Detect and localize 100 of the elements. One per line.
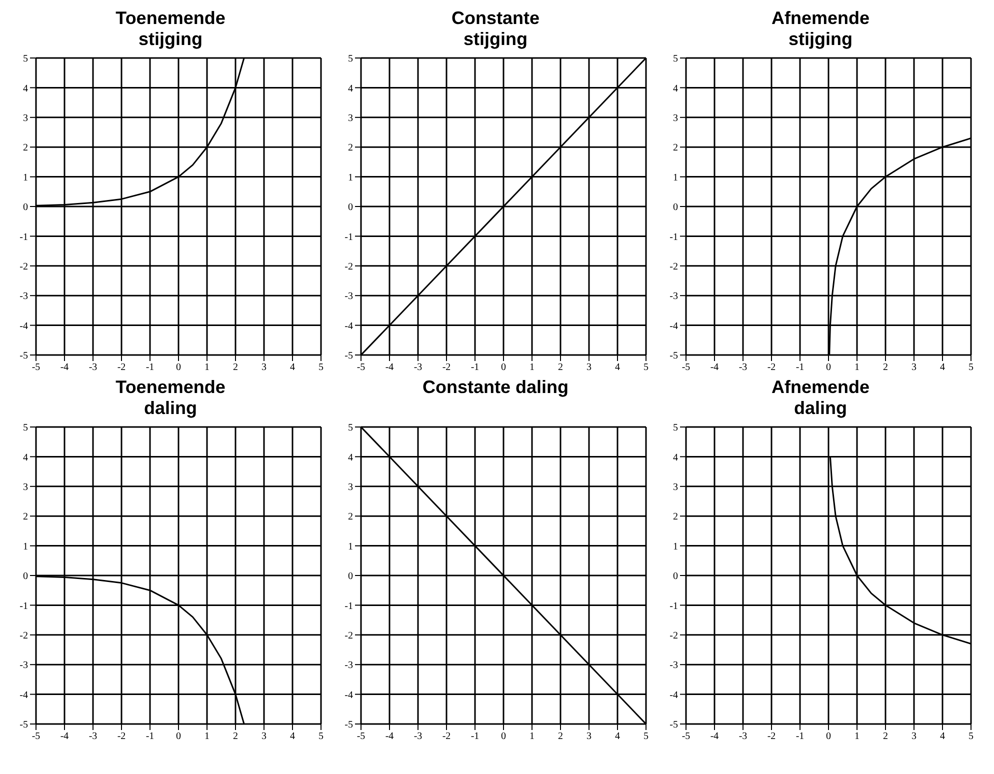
chart-title: Toenemende stijging	[114, 8, 226, 51]
y-tick-label: -5	[20, 350, 28, 362]
x-tick-label: 1	[530, 731, 534, 742]
y-tick-label: 3	[23, 482, 28, 493]
x-tick-label: 2	[558, 362, 563, 374]
x-tick-label: -5	[32, 731, 40, 742]
y-tick-label: -5	[344, 720, 353, 731]
x-tick-label: -2	[767, 731, 776, 742]
x-tick-label: -2	[117, 731, 126, 742]
x-tick-label: 0	[826, 362, 831, 374]
chart-title: Afnemende stijging	[770, 8, 870, 51]
y-tick-label: 0	[673, 202, 678, 214]
y-tick-label: 2	[348, 142, 353, 154]
x-tick-label: -5	[682, 731, 690, 742]
y-tick-label: -2	[670, 261, 678, 272]
y-tick-label: -1	[344, 232, 353, 243]
y-tick-label: 4	[673, 83, 678, 94]
x-tick-label: -5	[32, 362, 40, 374]
y-tick-label: 0	[673, 571, 678, 582]
x-tick-label: 5	[318, 731, 324, 742]
y-tick-label: 1	[673, 541, 678, 552]
x-tick-label: -3	[414, 362, 422, 374]
y-tick-label: 3	[673, 482, 678, 493]
x-tick-label: -1	[470, 731, 480, 742]
x-tick-label: 5	[644, 362, 648, 374]
y-tick-label: 2	[348, 512, 353, 523]
x-tick-label: -1	[796, 731, 804, 742]
y-tick-label: 2	[23, 512, 28, 523]
y-tick-label: 0	[348, 571, 353, 582]
y-tick-label: 5	[673, 422, 678, 434]
x-tick-label: 3	[912, 731, 916, 742]
x-tick-label: 1	[854, 362, 860, 374]
x-tick-label: -4	[385, 731, 394, 742]
x-tick-label: 1	[204, 362, 210, 374]
x-tick-label: -1	[146, 731, 154, 742]
y-tick-label: 4	[673, 452, 678, 464]
x-tick-label: 4	[290, 731, 295, 742]
x-tick-label: -4	[710, 731, 719, 742]
x-tick-label: -2	[442, 731, 451, 742]
y-tick-label: -4	[344, 320, 353, 332]
y-tick-label: 4	[348, 452, 353, 464]
y-tick-label: 1	[23, 541, 28, 552]
y-tick-label: 4	[23, 83, 28, 94]
y-tick-label: 5	[23, 54, 28, 65]
y-tick-label: -4	[344, 690, 353, 701]
y-tick-label: -2	[20, 261, 28, 272]
y-tick-label: -4	[20, 690, 28, 701]
y-tick-label: 1	[348, 172, 353, 184]
y-tick-label: 5	[348, 54, 353, 65]
x-tick-label: -3	[738, 731, 748, 742]
y-tick-label: -1	[670, 232, 678, 243]
y-tick-label: 0	[23, 202, 28, 214]
x-tick-label: 5	[968, 731, 974, 742]
y-tick-label: -1	[344, 600, 353, 612]
y-tick-label: -5	[670, 720, 678, 731]
x-tick-label: -3	[88, 362, 98, 374]
x-tick-label: -4	[710, 362, 719, 374]
y-tick-label: 5	[23, 422, 28, 434]
y-tick-label: -4	[670, 320, 678, 332]
x-tick-label: 0	[176, 362, 181, 374]
x-tick-label: 5	[644, 731, 648, 742]
x-tick-label: 1	[530, 362, 534, 374]
y-tick-label: 5	[348, 422, 353, 434]
x-tick-label: -3	[88, 731, 98, 742]
chart-title: Afnemende daling	[770, 377, 870, 420]
x-tick-label: 4	[615, 731, 620, 742]
y-tick-label: -4	[20, 320, 28, 332]
x-tick-label: -5	[356, 731, 366, 742]
x-tick-label: 3	[586, 731, 592, 742]
x-tick-label: 1	[854, 731, 860, 742]
y-tick-label: -5	[344, 350, 353, 362]
x-tick-label: 1	[204, 731, 210, 742]
y-tick-label: -1	[670, 600, 678, 612]
y-tick-label: 3	[673, 112, 678, 124]
y-tick-label: 3	[348, 112, 353, 124]
y-tick-label: 5	[673, 54, 678, 65]
x-tick-label: 4	[940, 362, 945, 374]
x-tick-label: -4	[60, 362, 69, 374]
x-tick-label: 0	[826, 731, 831, 742]
y-tick-label: 3	[23, 112, 28, 124]
x-tick-label: -3	[414, 731, 422, 742]
y-tick-label: 2	[673, 512, 678, 523]
y-tick-label: -2	[670, 630, 678, 642]
x-tick-label: 2	[883, 362, 888, 374]
x-tick-label: 5	[968, 362, 974, 374]
x-tick-label: 2	[233, 731, 238, 742]
y-tick-label: -1	[20, 600, 28, 612]
x-tick-label: -3	[738, 362, 748, 374]
y-tick-label: -4	[670, 690, 678, 701]
chart-title: Constante daling	[421, 377, 570, 399]
x-tick-label: 3	[586, 362, 592, 374]
x-tick-label: -5	[356, 362, 366, 374]
y-tick-label: 2	[23, 142, 28, 154]
x-tick-label: 0	[176, 731, 181, 742]
y-tick-label: 0	[348, 202, 353, 214]
y-tick-label: 0	[23, 571, 28, 582]
y-tick-label: -5	[20, 720, 28, 731]
y-tick-label: -3	[670, 291, 678, 302]
x-tick-label: 0	[501, 731, 506, 742]
y-tick-label: 1	[673, 172, 678, 184]
